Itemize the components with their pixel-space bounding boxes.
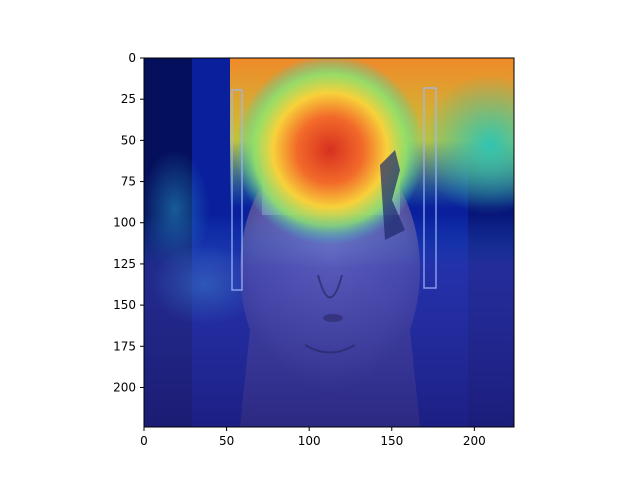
- axes-frame: [143, 57, 515, 428]
- y-axis-ticks: 0 25 50 75 100 125 150 175 200: [113, 51, 144, 394]
- x-tick-label: 100: [298, 434, 321, 448]
- y-tick-label: 75: [121, 175, 136, 189]
- y-tick-label: 100: [113, 216, 136, 230]
- y-tick-label: 25: [121, 92, 136, 106]
- x-tick-label: 200: [463, 434, 486, 448]
- x-tick-label: 0: [140, 434, 148, 448]
- x-axis-ticks: 0 50 100 150 200: [140, 427, 486, 448]
- x-tick-label: 50: [219, 434, 234, 448]
- x-tick-label: 150: [380, 434, 403, 448]
- y-tick-label: 0: [128, 51, 136, 65]
- y-tick-label: 150: [113, 298, 136, 312]
- y-tick-label: 200: [113, 380, 136, 394]
- y-tick-label: 125: [113, 257, 136, 271]
- y-tick-label: 50: [121, 133, 136, 147]
- y-tick-label: 175: [113, 339, 136, 353]
- heatmap-image: [144, 58, 514, 427]
